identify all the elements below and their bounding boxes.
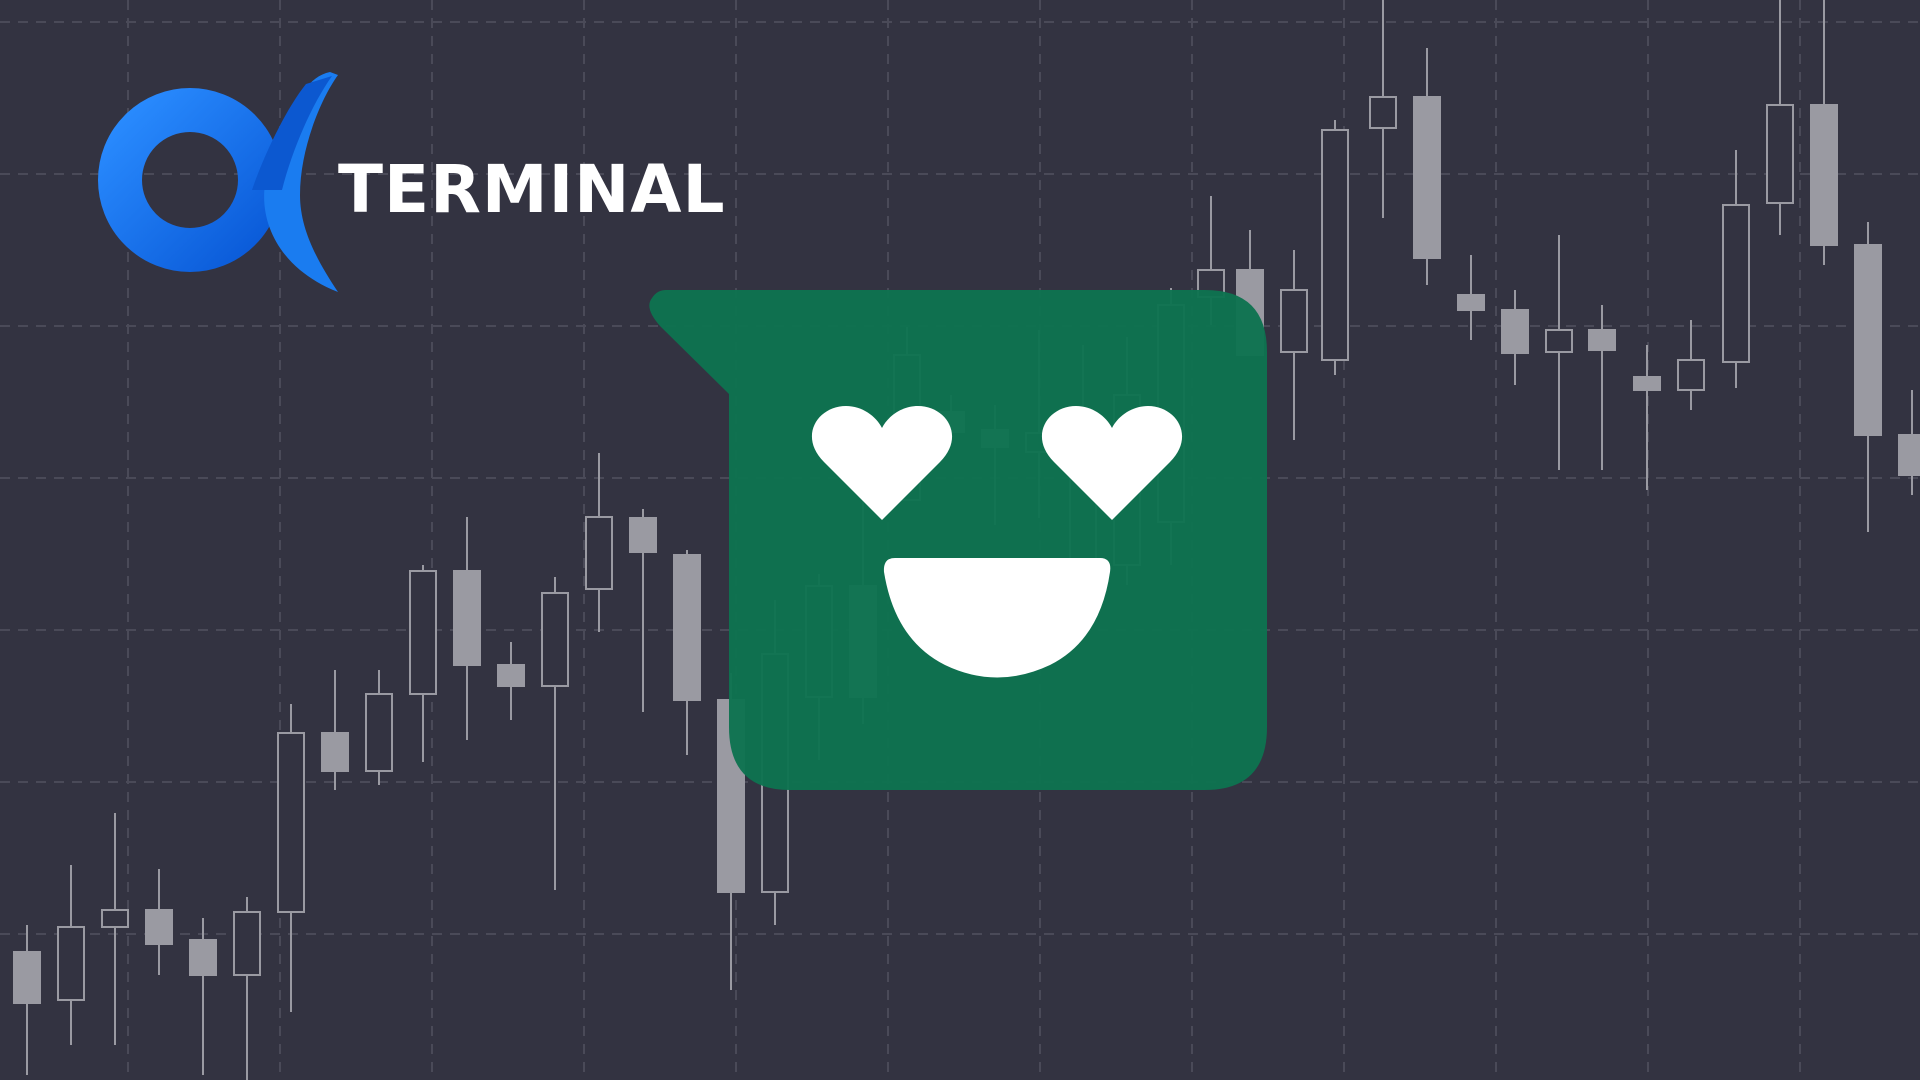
candle-body <box>1413 96 1441 259</box>
candle-body <box>1321 129 1349 361</box>
candle-body <box>1722 204 1750 363</box>
candle-body <box>1369 96 1397 129</box>
candle-body <box>541 592 569 687</box>
candle <box>497 642 525 720</box>
candle-body <box>1766 104 1794 204</box>
candle <box>189 918 217 1075</box>
candle-body <box>57 926 85 1001</box>
candle-body <box>1280 289 1308 353</box>
brand-name: TERMINAL <box>338 151 726 228</box>
candle <box>673 550 701 755</box>
candle <box>1457 255 1485 340</box>
candle <box>277 704 305 1012</box>
candle-body <box>1677 359 1705 391</box>
candle-body <box>321 732 349 772</box>
candle <box>1898 390 1920 495</box>
candle <box>1633 345 1661 490</box>
candle <box>233 897 261 1080</box>
candle-body <box>409 570 437 695</box>
candle-body <box>1898 434 1920 476</box>
candle-body <box>13 951 41 1004</box>
candle-body <box>365 693 393 772</box>
candle-body <box>1501 309 1529 354</box>
candle-body <box>1810 104 1838 246</box>
candle-body <box>673 554 701 701</box>
candle-body <box>101 909 129 928</box>
candle <box>541 577 569 890</box>
candle-body <box>629 517 657 553</box>
candle <box>629 509 657 712</box>
candle-body <box>1588 329 1616 351</box>
candle-body <box>145 909 173 945</box>
candle <box>1722 150 1750 388</box>
candle <box>365 670 393 785</box>
candle <box>1501 290 1529 385</box>
candle-body <box>189 939 217 976</box>
candle <box>321 670 349 790</box>
candle <box>1413 48 1441 285</box>
candle <box>101 813 129 1045</box>
candle-body <box>453 570 481 666</box>
candle-body <box>1633 376 1661 391</box>
candle <box>1766 0 1794 235</box>
candle-body <box>497 664 525 687</box>
candle-body <box>585 516 613 590</box>
candle <box>1545 235 1573 470</box>
candle <box>1677 320 1705 410</box>
candle <box>1369 0 1397 218</box>
left-heart-eye <box>811 406 953 520</box>
candle <box>13 925 41 1075</box>
speech-bubble-shape <box>649 290 1267 790</box>
candle <box>1588 305 1616 470</box>
smile-mouth <box>883 558 1111 678</box>
candle-body <box>1854 244 1882 436</box>
candle <box>57 865 85 1045</box>
candle <box>453 517 481 740</box>
candle <box>1280 250 1308 440</box>
candle <box>1810 0 1838 265</box>
candle <box>145 869 173 975</box>
candle <box>585 453 613 632</box>
candle <box>1321 120 1349 375</box>
candle-body <box>233 911 261 976</box>
candle-body <box>277 732 305 913</box>
candle <box>409 565 437 762</box>
candle <box>1854 222 1882 532</box>
right-heart-eye <box>1041 406 1183 520</box>
candle-body <box>1457 294 1485 311</box>
candle-body <box>1545 329 1573 353</box>
